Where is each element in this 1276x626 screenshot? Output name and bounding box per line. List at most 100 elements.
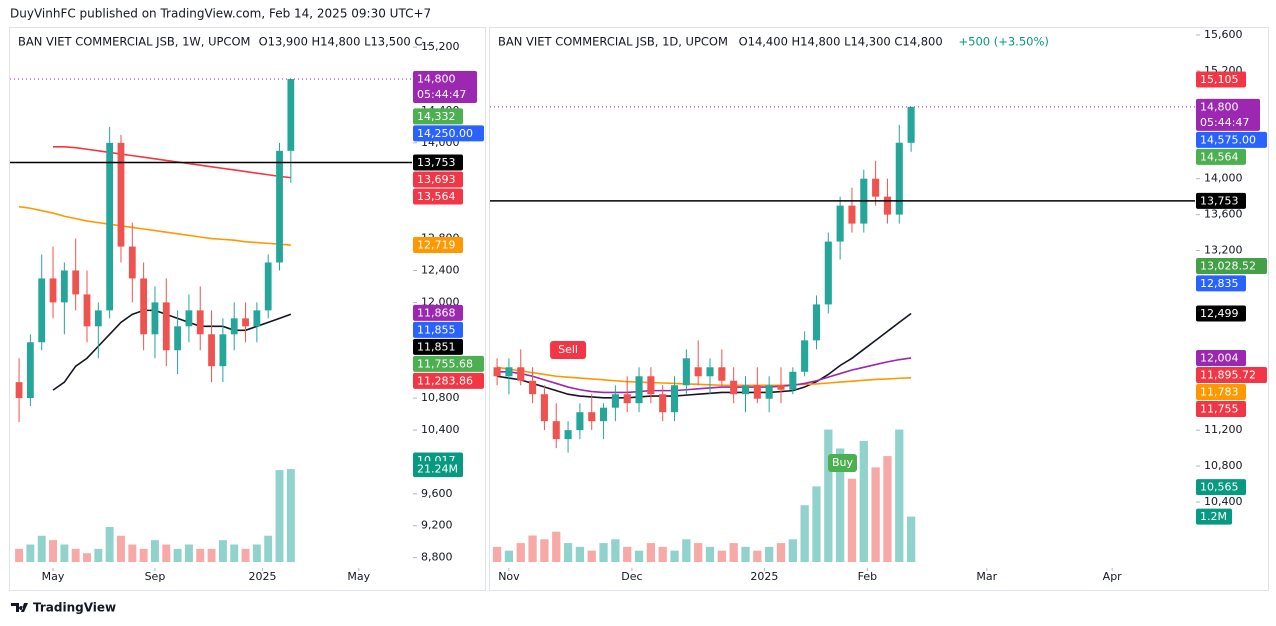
volume-bar <box>139 548 148 562</box>
volume-bar <box>286 469 295 562</box>
candle-body <box>517 367 525 381</box>
candle-body <box>552 421 560 440</box>
candle-body <box>895 142 903 215</box>
volume-bar <box>83 553 91 562</box>
candle-body <box>765 385 773 399</box>
candle-body <box>140 278 148 335</box>
price-tag <box>1196 479 1246 496</box>
candle-body <box>196 310 204 335</box>
candle-body <box>38 278 46 343</box>
volume-bar <box>49 540 57 562</box>
candle-body <box>848 205 856 224</box>
annotation-box <box>828 454 857 473</box>
volume-bar <box>516 543 525 562</box>
price-tag <box>1196 305 1246 322</box>
price-tag-label: 14,564 <box>1200 150 1239 163</box>
price-tag <box>413 237 463 254</box>
candle-body <box>60 270 68 303</box>
price-tag <box>413 188 463 205</box>
volume-bar <box>895 429 904 562</box>
indicator-line <box>52 309 292 391</box>
volume-bar <box>634 550 644 562</box>
y-tick-label: 9,200 <box>421 519 453 532</box>
price-tag <box>413 108 463 125</box>
price-tag-label: 13,028.52 <box>1200 259 1256 272</box>
volume-bar <box>71 548 80 562</box>
price-tag <box>413 154 463 171</box>
candle-body <box>49 278 57 303</box>
candle-body <box>505 367 513 377</box>
y-tick-label: 10,800 <box>421 391 460 404</box>
volume-bar <box>218 540 227 562</box>
candle-body <box>276 150 283 263</box>
footer: TradingView <box>33 601 116 615</box>
candle-body <box>253 310 261 327</box>
candle-body <box>287 79 295 151</box>
candle-body <box>883 196 891 215</box>
volume-bar <box>658 546 667 562</box>
y-tick-label: 15,600 <box>1204 28 1243 41</box>
price-tag-label: 11,283.86 <box>417 374 473 387</box>
candle-body <box>635 376 643 404</box>
price-tag-label: 14,250.00 <box>417 127 473 140</box>
candle-body <box>682 358 690 386</box>
volume-bar <box>776 543 786 562</box>
price-tag-label: 11,755 <box>1200 402 1239 415</box>
price-tag <box>413 338 463 355</box>
candle-body <box>623 394 631 404</box>
chart-title: BAN VIET COMMERCIAL JSB, 1D, UPCOM <box>498 35 728 49</box>
y-tick-label: 12,400 <box>421 263 460 276</box>
price-tag <box>413 125 484 142</box>
volume-bar <box>717 550 726 562</box>
volume-bar <box>824 429 833 562</box>
y-tick-label: 10,800 <box>1204 459 1243 472</box>
price-tag <box>413 171 463 188</box>
logo: TradingView <box>11 601 116 615</box>
candle-body <box>219 334 227 367</box>
price-tag-label: 11,855 <box>417 323 456 336</box>
price-tag-label: 15,105 <box>1200 73 1239 86</box>
price-tag <box>1196 366 1267 383</box>
candle-body <box>836 205 844 242</box>
candle-body <box>824 241 832 305</box>
indicator-line <box>496 366 912 387</box>
price-tag-label: 14,575.00 <box>1200 133 1256 146</box>
x-tick-label: Sep <box>145 570 166 583</box>
price-tag <box>413 372 484 389</box>
price-tag <box>413 71 477 104</box>
price-tag <box>1196 148 1246 165</box>
annotation-box <box>550 341 587 360</box>
volume-bar <box>264 535 273 562</box>
price-tag-label: 14,800 <box>1200 100 1239 113</box>
pane-frame <box>489 27 1269 591</box>
y-tick-label: 10,400 <box>421 423 460 436</box>
volume-bar <box>741 546 750 562</box>
volume-bar <box>670 550 679 562</box>
volume-bar <box>528 535 537 562</box>
volume-bar <box>835 448 845 562</box>
price-tag-label: 10,565 <box>1200 481 1239 494</box>
volume-bar <box>552 531 561 562</box>
candle-body <box>493 367 501 377</box>
volume-bar <box>492 546 502 562</box>
x-tick-label: May <box>347 570 370 583</box>
header: DuyVinhFC published on TradingView.com, … <box>10 7 431 21</box>
price-tag <box>1196 275 1246 292</box>
indicator-line <box>496 312 912 399</box>
candle-body <box>670 385 679 413</box>
candle-body <box>151 302 159 335</box>
price-tag <box>1196 349 1246 366</box>
indicator-line <box>18 205 291 246</box>
volume-bar <box>207 548 216 562</box>
price-tag-label: 13,753 <box>1200 194 1239 207</box>
x-tick-label: 2025 <box>750 570 778 583</box>
volume-bar <box>105 527 114 562</box>
candle-body <box>242 318 249 327</box>
price-tag-label: 14,800 <box>417 73 456 86</box>
candle-body <box>600 407 608 422</box>
price-tag-label: 12,499 <box>1200 307 1239 320</box>
volume-bar <box>729 543 738 562</box>
volume-bar <box>94 548 103 562</box>
candle-body <box>264 262 272 311</box>
